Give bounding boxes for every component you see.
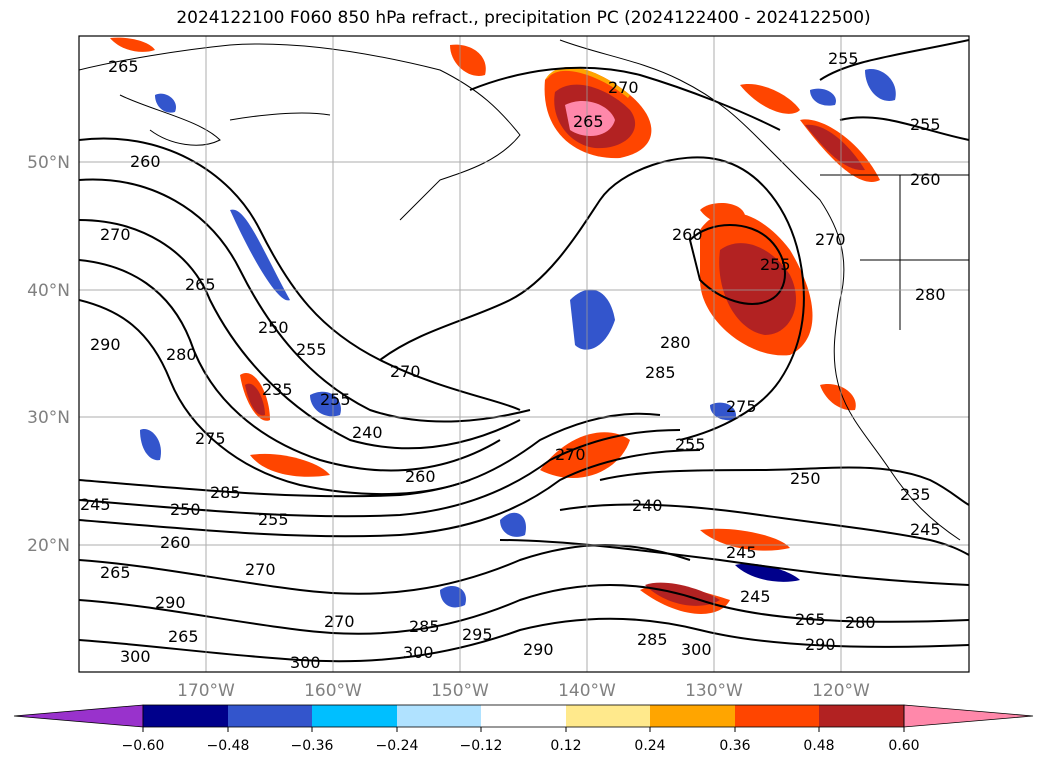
contour-label: 285 xyxy=(637,630,668,649)
contour-label: 275 xyxy=(726,397,757,416)
colorbar-tick-label: 0.48 xyxy=(803,738,834,754)
contour-label: 245 xyxy=(726,543,757,562)
colorbar-extend-low xyxy=(13,704,144,728)
contour-label: 255 xyxy=(258,510,289,529)
colorbar: −0.60 −0.48 −0.36 −0.24 −0.12 0.12 0.24 … xyxy=(13,704,1034,754)
contour-label: 290 xyxy=(805,635,836,654)
contour-label: 265 xyxy=(573,112,604,131)
contour-label: 235 xyxy=(262,380,293,399)
contour-label: 280 xyxy=(845,613,876,632)
contour-label: 280 xyxy=(660,333,691,352)
colorbar-segment xyxy=(312,705,397,727)
contour-label: 285 xyxy=(210,483,241,502)
contour-label: 250 xyxy=(790,469,821,488)
colorbar-tick-label: 0.12 xyxy=(550,738,581,754)
lon-tick-label: 150°W xyxy=(431,681,489,701)
colorbar-tick-label: −0.36 xyxy=(291,738,334,754)
contour-label: 300 xyxy=(403,643,434,662)
lat-axis: 50°N 40°N 30°N 20°N xyxy=(27,153,70,556)
refractivity-contours xyxy=(79,39,969,663)
colorbar-frame xyxy=(142,704,905,728)
map-frame xyxy=(78,35,970,673)
colorbar-segment xyxy=(143,705,228,727)
colorbar-tick-label: 0.36 xyxy=(719,738,750,754)
contour-label: 255 xyxy=(760,255,791,274)
colorbar-segment xyxy=(481,705,566,727)
contour-label: 275 xyxy=(195,429,226,448)
contour-label: 260 xyxy=(910,170,941,189)
contour-label: 270 xyxy=(324,612,355,631)
colorbar-tick-label: 0.60 xyxy=(888,738,919,754)
contour-label: 265 xyxy=(185,275,216,294)
contour-label: 285 xyxy=(645,363,676,382)
contour-label: 255 xyxy=(910,115,941,134)
contour-label: 290 xyxy=(90,335,121,354)
contour-label: 270 xyxy=(815,230,846,249)
colorbar-extend-high xyxy=(903,704,1034,728)
map-title: 2024122100 F060 850 hPa refract., precip… xyxy=(176,8,871,28)
colorbar-segment xyxy=(397,705,481,727)
precip-shading xyxy=(110,37,896,614)
contour-label: 250 xyxy=(170,500,201,519)
contour-label: 285 xyxy=(409,617,440,636)
lon-tick-label: 130°W xyxy=(685,681,743,701)
contour-label: 265 xyxy=(168,627,199,646)
colorbar-segment xyxy=(819,705,904,727)
contour-label: 260 xyxy=(672,225,703,244)
colorbar-ticks xyxy=(142,727,905,732)
contour-label: 260 xyxy=(405,467,436,486)
colorbar-tick-label: −0.48 xyxy=(207,738,250,754)
contour-label: 250 xyxy=(258,318,289,337)
lat-tick-label: 30°N xyxy=(27,408,70,428)
coastlines xyxy=(79,39,969,541)
contour-label: 290 xyxy=(523,640,554,659)
contour-label: 265 xyxy=(108,57,139,76)
contour-label: 265 xyxy=(100,563,131,582)
contour-label: 245 xyxy=(740,587,771,606)
contour-label: 300 xyxy=(681,640,712,659)
colorbar-segment xyxy=(228,705,312,727)
colorbar-tick-label: 0.24 xyxy=(634,738,665,754)
contour-label: 270 xyxy=(555,445,586,464)
contour-label: 280 xyxy=(915,285,946,304)
contour-label: 295 xyxy=(462,625,493,644)
contour-label: 240 xyxy=(632,496,663,515)
colorbar-segment xyxy=(735,705,819,727)
colorbar-segment xyxy=(650,705,735,727)
lon-tick-label: 120°W xyxy=(812,681,870,701)
contour-label: 300 xyxy=(290,653,321,672)
contour-label: 260 xyxy=(130,152,161,171)
contour-label: 260 xyxy=(160,533,191,552)
colorbar-segment xyxy=(566,705,650,727)
contour-label: 270 xyxy=(390,362,421,381)
lat-tick-label: 20°N xyxy=(27,536,70,556)
contour-label: 235 xyxy=(900,485,931,504)
contour-label: 255 xyxy=(675,435,706,454)
contour-label: 270 xyxy=(245,560,276,579)
contour-label: 240 xyxy=(352,423,383,442)
lon-tick-label: 160°W xyxy=(304,681,362,701)
contour-label: 255 xyxy=(296,340,327,359)
contour-label: 270 xyxy=(608,78,639,97)
contour-labels: 265 270 265 260 255 255 270 260 260 255 … xyxy=(80,49,946,672)
colorbar-tick-label: −0.24 xyxy=(376,738,419,754)
colorbar-tick-label: −0.60 xyxy=(122,738,165,754)
contour-label: 280 xyxy=(166,345,197,364)
contour-label: 265 xyxy=(795,610,826,629)
contour-label: 270 xyxy=(100,225,131,244)
contour-label: 290 xyxy=(155,593,186,612)
contour-label: 255 xyxy=(828,49,859,68)
contour-label: 245 xyxy=(910,520,941,539)
colorbar-tick-label: −0.12 xyxy=(460,738,503,754)
lat-tick-label: 40°N xyxy=(27,281,70,301)
graticule xyxy=(79,36,969,672)
contour-label: 300 xyxy=(120,647,151,666)
contour-label: 245 xyxy=(80,495,111,514)
lon-axis: 170°W 160°W 150°W 140°W 130°W 120°W xyxy=(177,681,870,701)
lon-tick-label: 170°W xyxy=(177,681,235,701)
lon-tick-label: 140°W xyxy=(558,681,616,701)
lat-tick-label: 50°N xyxy=(27,153,70,173)
contour-label: 255 xyxy=(320,390,351,409)
